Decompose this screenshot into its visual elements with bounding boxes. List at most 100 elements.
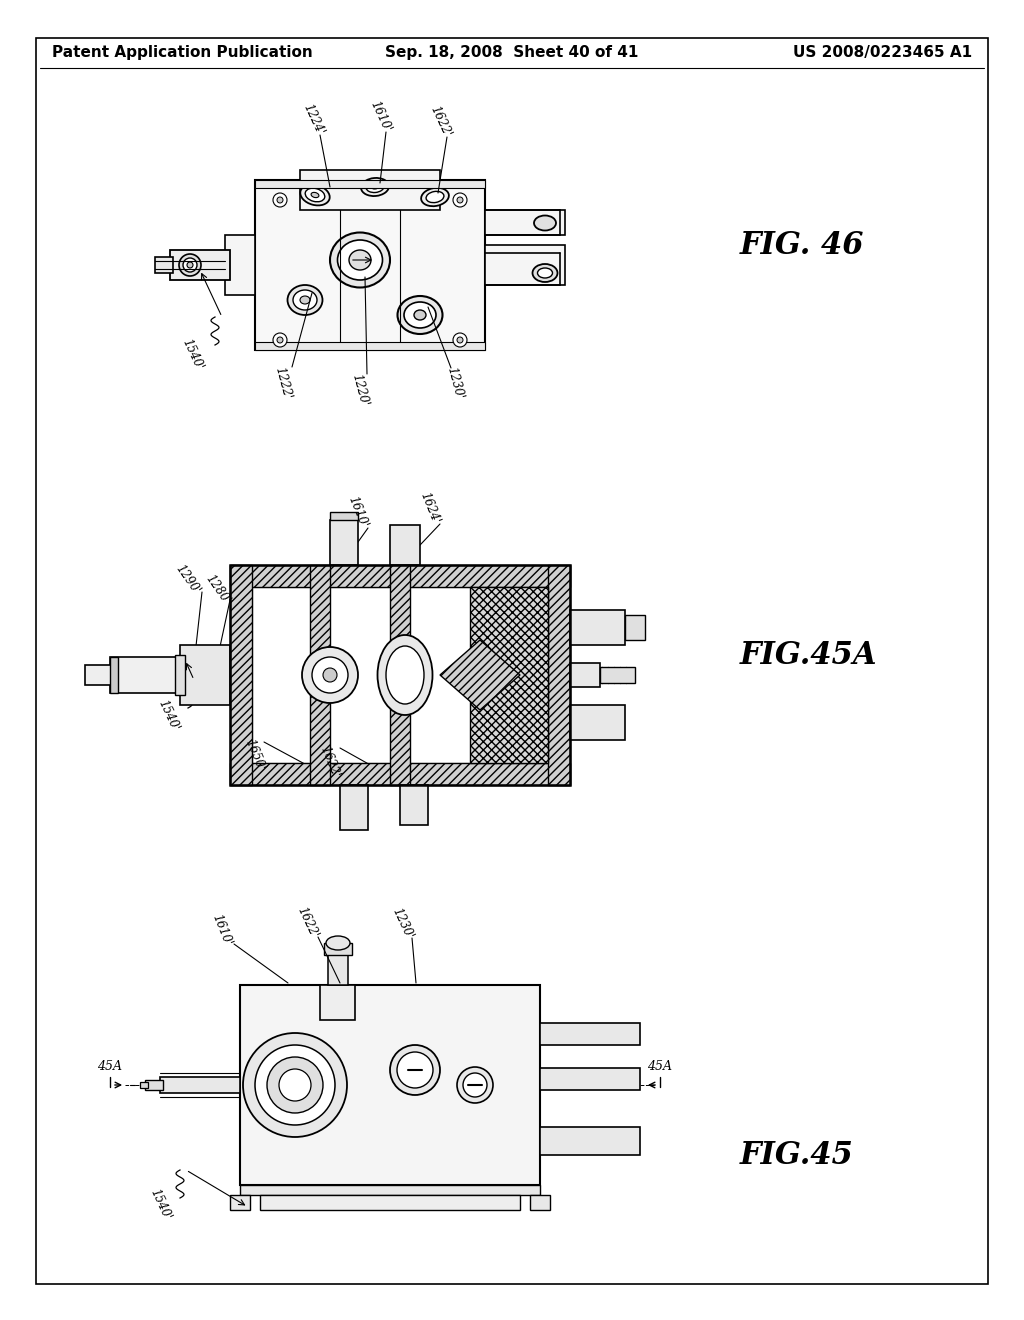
Circle shape <box>457 197 463 203</box>
Bar <box>319 985 355 1020</box>
Bar <box>180 645 230 705</box>
Ellipse shape <box>414 310 426 319</box>
Text: FIG. 46: FIG. 46 <box>740 230 864 260</box>
Bar <box>260 1195 520 1210</box>
Text: 45A: 45A <box>647 1060 673 1073</box>
Bar <box>85 665 115 685</box>
Circle shape <box>267 1057 323 1113</box>
Ellipse shape <box>330 232 390 288</box>
Bar <box>255 342 485 350</box>
Bar <box>230 565 570 785</box>
Bar <box>570 705 625 741</box>
Ellipse shape <box>386 645 424 704</box>
Ellipse shape <box>187 261 193 268</box>
Ellipse shape <box>426 191 444 203</box>
Text: 1610': 1610' <box>346 494 371 529</box>
Text: 45A: 45A <box>97 1060 123 1073</box>
Bar <box>255 180 485 187</box>
Text: 1540': 1540' <box>147 1187 173 1222</box>
Bar <box>240 985 540 1185</box>
Bar <box>110 657 230 693</box>
Bar <box>625 615 645 640</box>
Bar <box>175 655 185 696</box>
Bar <box>540 1023 640 1045</box>
Ellipse shape <box>404 302 436 327</box>
Text: 1230': 1230' <box>389 907 415 941</box>
Text: US 2008/0223465 A1: US 2008/0223465 A1 <box>793 45 972 59</box>
Bar <box>255 180 485 350</box>
Bar <box>230 1195 250 1210</box>
Bar <box>390 565 410 785</box>
Circle shape <box>279 1069 311 1101</box>
Circle shape <box>453 333 467 347</box>
Ellipse shape <box>179 253 201 276</box>
Bar <box>155 257 173 273</box>
Ellipse shape <box>361 178 389 197</box>
Circle shape <box>278 197 283 203</box>
Ellipse shape <box>311 193 318 198</box>
Ellipse shape <box>288 285 323 315</box>
Ellipse shape <box>534 215 556 231</box>
Circle shape <box>302 647 358 704</box>
Bar <box>110 657 118 693</box>
Bar <box>600 667 635 682</box>
Bar <box>324 942 352 954</box>
Polygon shape <box>440 640 520 710</box>
Bar <box>230 565 570 587</box>
Circle shape <box>457 1067 493 1104</box>
Ellipse shape <box>293 290 317 310</box>
Bar <box>170 249 230 280</box>
Text: 1222': 1222' <box>272 366 294 401</box>
Text: Patent Application Publication: Patent Application Publication <box>52 45 312 59</box>
Circle shape <box>312 657 348 693</box>
Circle shape <box>457 337 463 343</box>
Text: 1624': 1624' <box>418 490 442 525</box>
Bar <box>540 1068 640 1090</box>
Ellipse shape <box>338 240 383 280</box>
Bar <box>140 1082 148 1088</box>
Text: 1220': 1220' <box>349 372 371 408</box>
Text: FIG.45A: FIG.45A <box>740 639 878 671</box>
Circle shape <box>453 193 467 207</box>
Text: 1610': 1610' <box>210 912 234 948</box>
Ellipse shape <box>421 187 449 206</box>
Text: Sep. 18, 2008  Sheet 40 of 41: Sep. 18, 2008 Sheet 40 of 41 <box>385 45 639 59</box>
Bar <box>530 1195 550 1210</box>
Ellipse shape <box>300 296 310 304</box>
Ellipse shape <box>532 264 557 282</box>
Ellipse shape <box>305 189 325 202</box>
Circle shape <box>278 337 283 343</box>
Bar <box>225 235 255 294</box>
Ellipse shape <box>397 296 442 334</box>
Bar <box>485 210 565 235</box>
Bar <box>230 763 570 785</box>
Bar <box>310 565 330 785</box>
Text: 1610': 1610' <box>367 99 393 135</box>
Circle shape <box>243 1034 347 1137</box>
Bar <box>470 587 548 763</box>
Circle shape <box>390 1045 440 1096</box>
Ellipse shape <box>349 249 371 271</box>
Bar <box>160 1077 240 1093</box>
Text: 1650': 1650' <box>243 737 267 772</box>
Circle shape <box>463 1073 487 1097</box>
Bar <box>230 565 252 785</box>
Text: 1622': 1622' <box>317 744 342 780</box>
Bar <box>340 785 368 830</box>
Text: 1622': 1622' <box>427 104 453 140</box>
Text: 1540': 1540' <box>179 337 205 372</box>
Bar <box>548 565 570 785</box>
Circle shape <box>397 1052 433 1088</box>
Bar <box>400 785 428 825</box>
Bar <box>240 1185 540 1195</box>
Bar <box>570 663 600 686</box>
Circle shape <box>323 668 337 682</box>
Bar <box>252 587 548 763</box>
Bar <box>570 610 625 645</box>
Bar <box>300 170 440 210</box>
Bar <box>330 520 358 565</box>
Ellipse shape <box>183 257 197 272</box>
Ellipse shape <box>326 936 350 950</box>
Ellipse shape <box>366 181 384 193</box>
Bar <box>145 1080 163 1090</box>
